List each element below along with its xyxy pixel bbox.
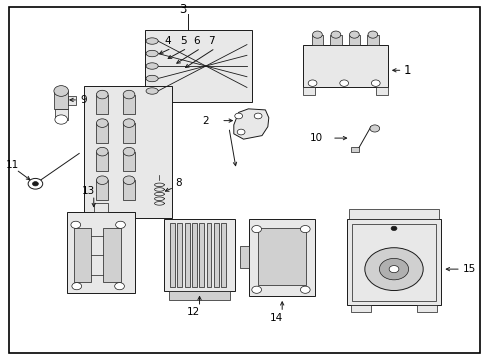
Circle shape [251,225,261,233]
Bar [302,45,387,87]
Bar [96,123,108,143]
Circle shape [379,258,408,280]
Bar [239,246,249,267]
Circle shape [364,248,422,291]
Text: 5: 5 [180,36,186,46]
Bar [122,95,135,114]
Bar [258,228,305,285]
Text: 14: 14 [269,312,283,323]
Bar [122,180,135,200]
Bar [144,30,251,102]
Circle shape [254,113,262,119]
Bar [249,220,314,296]
Bar [348,210,438,220]
Ellipse shape [146,88,158,94]
Bar [103,228,120,282]
Text: 9: 9 [80,95,86,105]
Bar [348,35,360,45]
Bar [192,223,197,287]
Circle shape [32,182,38,186]
Circle shape [96,90,108,99]
Circle shape [123,119,135,127]
Text: 2: 2 [202,116,208,126]
Bar [170,223,175,287]
Bar [184,223,189,287]
Circle shape [330,31,340,38]
Bar [366,35,378,45]
Circle shape [54,86,68,96]
Circle shape [371,80,379,86]
Bar [199,223,203,287]
Bar [164,220,234,291]
Circle shape [367,31,377,38]
Circle shape [123,147,135,156]
Circle shape [388,266,398,273]
Text: 11: 11 [6,160,20,170]
Bar [84,86,171,218]
Text: 4: 4 [164,36,171,46]
Bar [74,228,91,282]
Bar [329,35,341,45]
Circle shape [312,31,322,38]
Text: 12: 12 [187,307,200,317]
Circle shape [71,221,81,228]
Circle shape [369,125,379,132]
Bar [67,96,76,105]
Bar [352,224,435,301]
Circle shape [96,147,108,156]
Circle shape [116,221,125,228]
Circle shape [123,90,135,99]
Circle shape [234,113,242,119]
Bar [351,305,370,311]
Text: 13: 13 [81,186,95,196]
Circle shape [96,176,108,184]
Text: 1: 1 [403,64,410,77]
Circle shape [72,283,81,290]
Bar [311,35,323,45]
Bar [67,212,135,293]
Bar [416,305,436,311]
Text: 7: 7 [208,36,214,46]
Circle shape [300,286,309,293]
Circle shape [339,80,348,86]
Bar [213,223,218,287]
Bar [206,223,211,287]
Bar [221,223,225,287]
Ellipse shape [146,63,158,69]
Circle shape [349,31,359,38]
Text: 3: 3 [179,3,186,16]
Ellipse shape [146,38,158,44]
Circle shape [300,225,309,233]
Circle shape [96,119,108,127]
Text: 10: 10 [309,133,323,143]
Bar [122,152,135,171]
Circle shape [55,115,67,124]
Bar [96,95,108,114]
Bar [96,180,108,200]
Text: 8: 8 [175,178,182,188]
Bar [96,152,108,171]
Circle shape [123,176,135,184]
Circle shape [237,129,244,135]
Text: 15: 15 [461,264,475,274]
Bar [375,87,387,95]
Ellipse shape [146,50,158,57]
Bar [169,291,229,300]
Bar [302,87,314,95]
Polygon shape [233,109,268,139]
Bar [55,109,67,120]
Circle shape [390,226,396,230]
Circle shape [28,179,42,189]
Circle shape [251,286,261,293]
Bar [94,203,108,212]
Bar [351,147,358,152]
Circle shape [307,80,316,86]
Bar [177,223,182,287]
Ellipse shape [146,75,158,82]
Circle shape [115,283,124,290]
Text: 6: 6 [193,36,200,46]
Bar [122,123,135,143]
Bar [346,220,441,305]
Bar [54,91,68,109]
